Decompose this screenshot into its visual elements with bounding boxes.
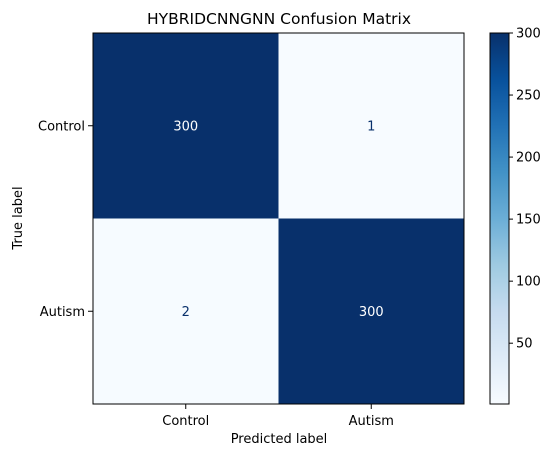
y-axis-label: True label xyxy=(11,186,26,250)
cell-value-labels: 300 1 2 300 xyxy=(173,119,383,320)
cell-value-label: 1 xyxy=(367,119,375,134)
cell-value-label: 300 xyxy=(359,305,384,320)
y-tick-label: Autism xyxy=(40,305,85,320)
heatmap-cell xyxy=(278,33,465,219)
y-axis-ticks: Control Autism xyxy=(38,119,93,320)
cell-value-label: 2 xyxy=(182,305,190,320)
colorbar-tick-label: 200 xyxy=(516,151,541,166)
heatmap-cell xyxy=(278,218,465,405)
y-tick-label: Control xyxy=(38,119,85,134)
x-tick-label: Control xyxy=(162,414,209,429)
chart-title: HYBRIDCNNGNN Confusion Matrix xyxy=(147,10,411,28)
x-tick-label: Autism xyxy=(349,414,394,429)
colorbar-tick-label: 300 xyxy=(516,27,541,42)
colorbar-tick-label: 50 xyxy=(516,337,533,352)
colorbar xyxy=(489,32,510,405)
cell-value-label: 300 xyxy=(173,119,198,134)
heatmap-cell xyxy=(93,33,279,219)
heatmap-cells xyxy=(93,33,465,405)
colorbar-ticks: 50 100 150 200 250 300 xyxy=(509,27,541,352)
colorbar-tick-label: 100 xyxy=(516,275,541,290)
plot-frame xyxy=(92,32,465,405)
colorbar-tick-label: 150 xyxy=(516,213,541,228)
x-axis-label: Predicted label xyxy=(231,432,328,447)
colorbar-tick-label: 250 xyxy=(516,89,541,104)
x-axis-ticks: Control Autism xyxy=(162,404,394,429)
heatmap-cell xyxy=(93,218,279,405)
